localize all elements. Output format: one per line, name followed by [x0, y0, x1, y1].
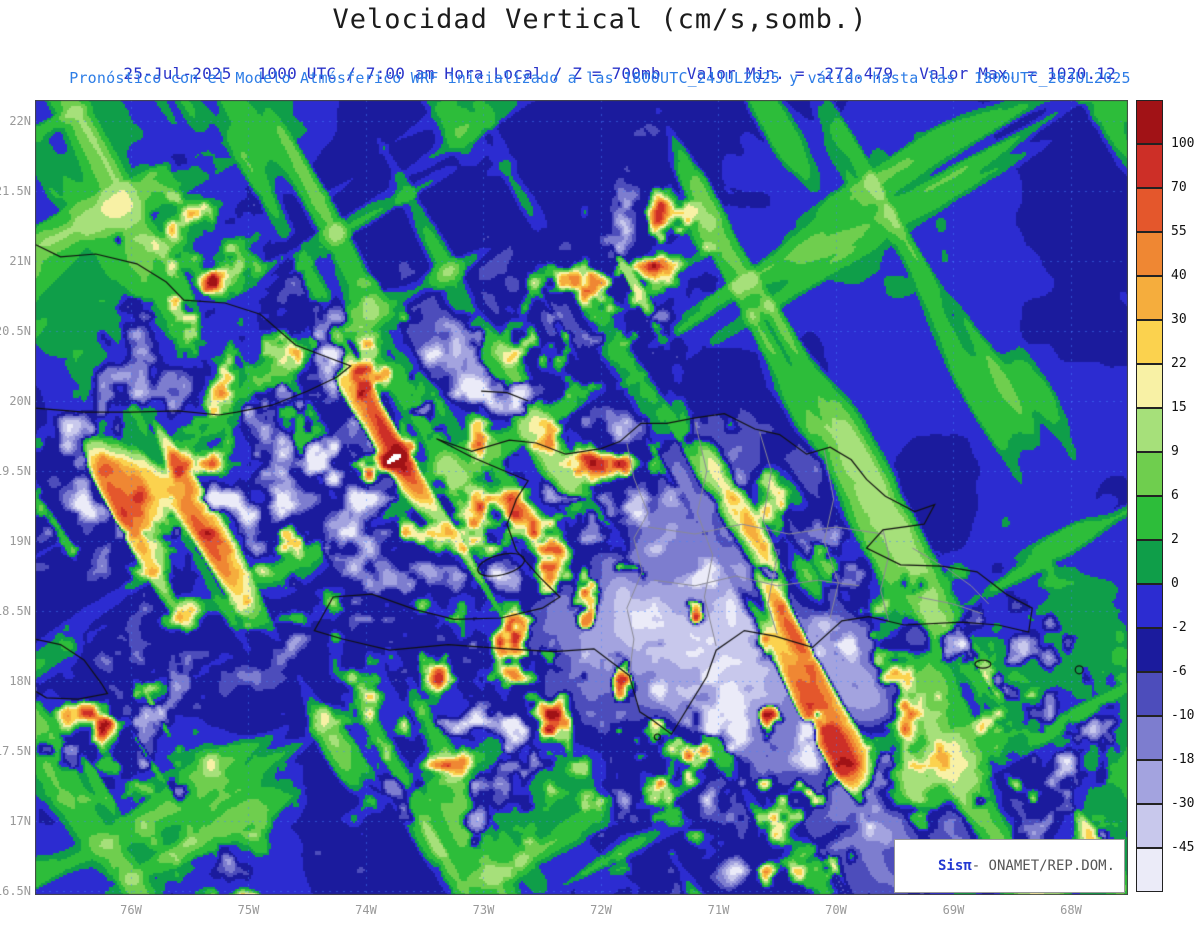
- x-axis-tick: 71W: [707, 903, 730, 917]
- colorbar-segment: [1136, 672, 1163, 716]
- y-axis-tick: 19N: [9, 534, 31, 548]
- colorbar-tick-label: -45: [1171, 840, 1195, 855]
- x-axis-tick: 73W: [472, 903, 495, 917]
- y-axis-tick: 20N: [9, 394, 31, 408]
- y-axis-tick: 17N: [9, 814, 31, 828]
- y-axis-tick: 16.5N: [0, 884, 31, 898]
- colorbar-tick-label: 100: [1171, 136, 1195, 151]
- colorbar-tick-label: -6: [1171, 664, 1187, 679]
- x-axis-tick: 76W: [120, 903, 142, 917]
- colorbar-tick-label: 9: [1171, 444, 1179, 459]
- colorbar-segment: [1136, 188, 1163, 232]
- colorbar-tick-label: 70: [1171, 180, 1187, 195]
- y-axis-tick: 21N: [9, 254, 31, 268]
- colorbar-segment: [1136, 452, 1163, 496]
- chart-title: Velocidad Vertical (cm/s,somb.): [332, 4, 868, 35]
- attribution-text: - ONAMET/REP.DOM.: [971, 858, 1115, 874]
- subtitle-line1: 25-Jul-2025 1000 UTC / 7:00 am Hora Local…: [0, 45, 1200, 102]
- colorbar-segment: [1136, 408, 1163, 452]
- colorbar-segment: [1136, 760, 1163, 804]
- x-axis-tick: 74W: [355, 903, 377, 917]
- colorbar-tick-label: 40: [1171, 268, 1187, 283]
- brand-label: Sisπ: [937, 858, 972, 874]
- colorbar-tick-label: 15: [1171, 400, 1187, 415]
- x-axis-tick: 75W: [237, 903, 260, 917]
- min-value-label: Valor Min. = -272.479: [686, 64, 894, 83]
- y-axis-tick: 20.5N: [0, 324, 31, 338]
- colorbar-segment: [1136, 100, 1163, 144]
- colorbar-tick-label: -10: [1171, 708, 1195, 723]
- colorbar-segment: [1136, 628, 1163, 672]
- attribution-box: Sisπ- ONAMET/REP.DOM.: [894, 839, 1125, 893]
- colorbar-segment: [1136, 364, 1163, 408]
- colorbar-tick-label: 55: [1171, 224, 1187, 239]
- colorbar-segment: [1136, 232, 1163, 276]
- map-canvas: [35, 100, 1128, 895]
- y-axis-tick: 18N: [9, 674, 31, 688]
- x-axis-tick: 72W: [590, 903, 612, 917]
- subtitle-line2: Pronóstico con el Modelo Atmósferico WRF…: [69, 69, 1131, 87]
- y-axis-tick: 17.5N: [0, 744, 31, 758]
- max-value-label: Valor Max. = 1020.12: [919, 64, 1116, 83]
- x-axis-tick: 68W: [1060, 903, 1082, 917]
- valid-time-label: 1000 UTC / 7:00 am Hora Local / Z = 700m…: [257, 64, 661, 83]
- colorbar-tick-label: 6: [1171, 488, 1179, 503]
- colorbar-segment: [1136, 848, 1163, 892]
- colorbar-segment: [1136, 716, 1163, 760]
- colorbar-tick-label: 30: [1171, 312, 1187, 327]
- y-axis-tick: 19.5N: [0, 464, 31, 478]
- colorbar-segment: [1136, 320, 1163, 364]
- colorbar-tick-label: -18: [1171, 752, 1195, 767]
- y-axis-tick: 18.5N: [0, 604, 31, 618]
- colorbar-segment: [1136, 144, 1163, 188]
- y-axis-tick: 22N: [9, 114, 31, 128]
- colorbar-segment: [1136, 540, 1163, 584]
- colorbar-segment: [1136, 276, 1163, 320]
- y-axis-tick: 21.5N: [0, 184, 31, 198]
- colorbar-tick-label: 2: [1171, 532, 1179, 547]
- colorbar-segment: [1136, 496, 1163, 540]
- colorbar-tick-label: 22: [1171, 356, 1187, 371]
- colorbar: [1136, 100, 1163, 892]
- colorbar-segment: [1136, 804, 1163, 848]
- colorbar-tick-label: -2: [1171, 620, 1187, 635]
- x-axis-tick: 70W: [825, 903, 847, 917]
- colorbar-tick-label: -30: [1171, 796, 1195, 811]
- valid-date-label: 25-Jul-2025: [123, 64, 232, 83]
- colorbar-segment: [1136, 584, 1163, 628]
- colorbar-tick-label: 0: [1171, 576, 1179, 591]
- x-axis-tick: 69W: [942, 903, 965, 917]
